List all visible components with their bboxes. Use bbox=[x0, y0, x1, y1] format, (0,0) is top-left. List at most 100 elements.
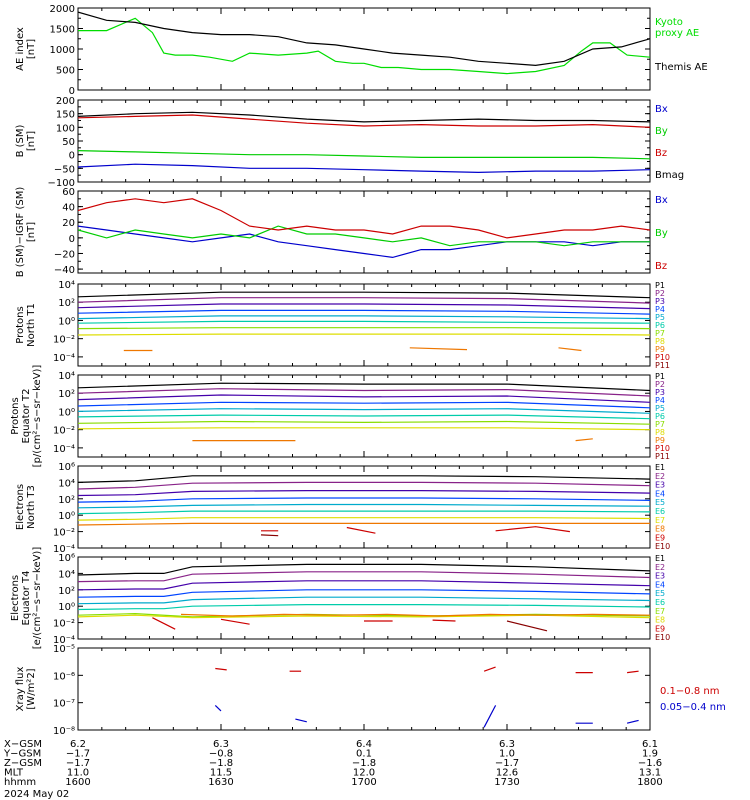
series-segment bbox=[575, 438, 593, 442]
x-axis-value: 6.3 bbox=[499, 739, 515, 750]
series-line-e8 bbox=[78, 522, 650, 526]
y-tick-label: 200 bbox=[56, 96, 75, 107]
y-tick-label: 150 bbox=[56, 110, 75, 121]
series-line-p2 bbox=[78, 388, 650, 397]
legend-entry: P10 bbox=[655, 353, 670, 362]
y-tick-label: −50 bbox=[54, 164, 75, 175]
legend-entry: E8 bbox=[655, 616, 665, 625]
series-line-p8 bbox=[78, 333, 650, 336]
y-axis-label: Equator T4 bbox=[21, 571, 32, 626]
series-segment bbox=[558, 347, 582, 352]
series-line-bx bbox=[78, 225, 650, 259]
y-tick-label: −20 bbox=[54, 249, 75, 260]
y-axis-label: [p/(cm²−s−sr−keV)] bbox=[32, 365, 43, 468]
y-tick-label: 20 bbox=[62, 218, 75, 229]
series-segment bbox=[627, 670, 639, 674]
y-tick-label: 10⁻⁴ bbox=[53, 544, 75, 555]
series-line-themis-ae bbox=[78, 11, 650, 67]
series-line-e6 bbox=[78, 510, 650, 515]
series-line-p4 bbox=[78, 401, 650, 409]
legend-entry: E5 bbox=[655, 498, 665, 507]
y-tick-label: 10⁴ bbox=[58, 280, 75, 291]
y-tick-label: 10⁻⁸ bbox=[53, 726, 75, 737]
legend-entry: Bx bbox=[655, 104, 668, 115]
y-tick-label: 100 bbox=[56, 123, 75, 134]
legend-entry: E6 bbox=[655, 507, 665, 516]
y-tick-label: 10⁰ bbox=[58, 511, 75, 522]
legend-entry: P8 bbox=[655, 337, 665, 346]
legend-entry: proxy AE bbox=[655, 28, 699, 39]
series-line-e3 bbox=[78, 580, 650, 591]
series-line-p7 bbox=[78, 420, 650, 425]
series-line-p1 bbox=[78, 291, 650, 299]
series-line-e1 bbox=[78, 475, 650, 483]
legend-entry: Bx bbox=[655, 195, 668, 206]
legend-entry: Themis AE bbox=[654, 62, 708, 73]
y-tick-label: 10⁻² bbox=[53, 335, 75, 346]
legend-entry: P2 bbox=[655, 380, 665, 389]
series-segment bbox=[295, 718, 307, 723]
series-line-p6 bbox=[78, 414, 650, 420]
y-tick-label: 500 bbox=[56, 66, 75, 77]
panel-7: 10⁻⁴ 10⁻² 10⁰ 10² 10⁴ 10⁶ Electrons Equator T4[… bbox=[10, 547, 670, 650]
x-axis-row-label: X−GSM bbox=[4, 739, 42, 750]
legend-entry: E4 bbox=[655, 580, 665, 589]
legend-entry: E2 bbox=[655, 472, 665, 481]
x-axis-value: 6.2 bbox=[70, 739, 86, 750]
y-axis-label: Electrons bbox=[15, 484, 26, 530]
panel-frame bbox=[77, 647, 651, 731]
series-segment bbox=[495, 526, 570, 533]
y-tick-label: 10² bbox=[58, 586, 75, 597]
y-tick-label: 10² bbox=[58, 495, 75, 506]
y-axis-label: Equator T2 bbox=[21, 389, 32, 444]
legend-entry: P10 bbox=[655, 444, 670, 453]
y-tick-label: 10⁰ bbox=[58, 316, 75, 327]
x-axis-value: 0.1 bbox=[356, 749, 372, 760]
x-axis-value: 12.0 bbox=[353, 768, 375, 779]
legend-entry: E8 bbox=[655, 525, 665, 534]
legend-entry: E9 bbox=[655, 624, 665, 633]
series-segment bbox=[483, 705, 497, 728]
series-line-0-1-0-8-nm bbox=[215, 667, 227, 671]
x-axis-row-label: hhmm bbox=[4, 777, 36, 788]
legend-entry: P9 bbox=[655, 436, 665, 445]
y-tick-label: 0 bbox=[69, 86, 75, 97]
series-line-p2 bbox=[78, 297, 650, 304]
legend: Bx By Bz Bmag bbox=[655, 104, 684, 181]
series-line-p3 bbox=[78, 303, 650, 310]
x-axis-value: −1.7 bbox=[66, 749, 90, 760]
series-segment bbox=[483, 666, 496, 672]
series-line-bz bbox=[78, 114, 650, 128]
legend-entry: By bbox=[655, 228, 668, 239]
legend-entry: P5 bbox=[655, 404, 665, 413]
legend-entry: E10 bbox=[655, 542, 670, 551]
series-line-e2 bbox=[78, 571, 650, 583]
legend-entry: E7 bbox=[655, 607, 665, 616]
y-axis-label: North T1 bbox=[26, 303, 37, 347]
y-axis-label: [nT] bbox=[26, 39, 37, 59]
series-line-e10 bbox=[260, 534, 279, 537]
series-line-by bbox=[78, 150, 650, 160]
y-tick-label: 10⁻² bbox=[53, 528, 75, 539]
panel-frame bbox=[77, 556, 651, 640]
x-axis-value: 1.9 bbox=[642, 749, 658, 760]
x-axis-value: −1.8 bbox=[352, 758, 376, 769]
series-line-bz bbox=[78, 198, 650, 239]
series-line-e5 bbox=[78, 596, 650, 605]
series-line-e4 bbox=[78, 589, 650, 598]
y-axis-label: Protons bbox=[15, 306, 26, 343]
x-axis-value: 1700 bbox=[351, 777, 376, 788]
series-line-p3 bbox=[78, 394, 650, 403]
legend-entry: 0.1−0.8 nm bbox=[660, 686, 719, 697]
y-tick-label: 60 bbox=[62, 187, 75, 198]
x-axis-row-label: Z−GSM bbox=[4, 758, 42, 769]
y-axis-label: AE index bbox=[15, 27, 26, 71]
date-label: 2024 May 02 bbox=[4, 789, 69, 800]
y-axis-label: [nT] bbox=[26, 131, 37, 151]
panel-4: 10⁻⁴ 10⁻² 10⁰ 10² 10⁴ Protons North T1 P1P2P3P4… bbox=[15, 280, 670, 370]
